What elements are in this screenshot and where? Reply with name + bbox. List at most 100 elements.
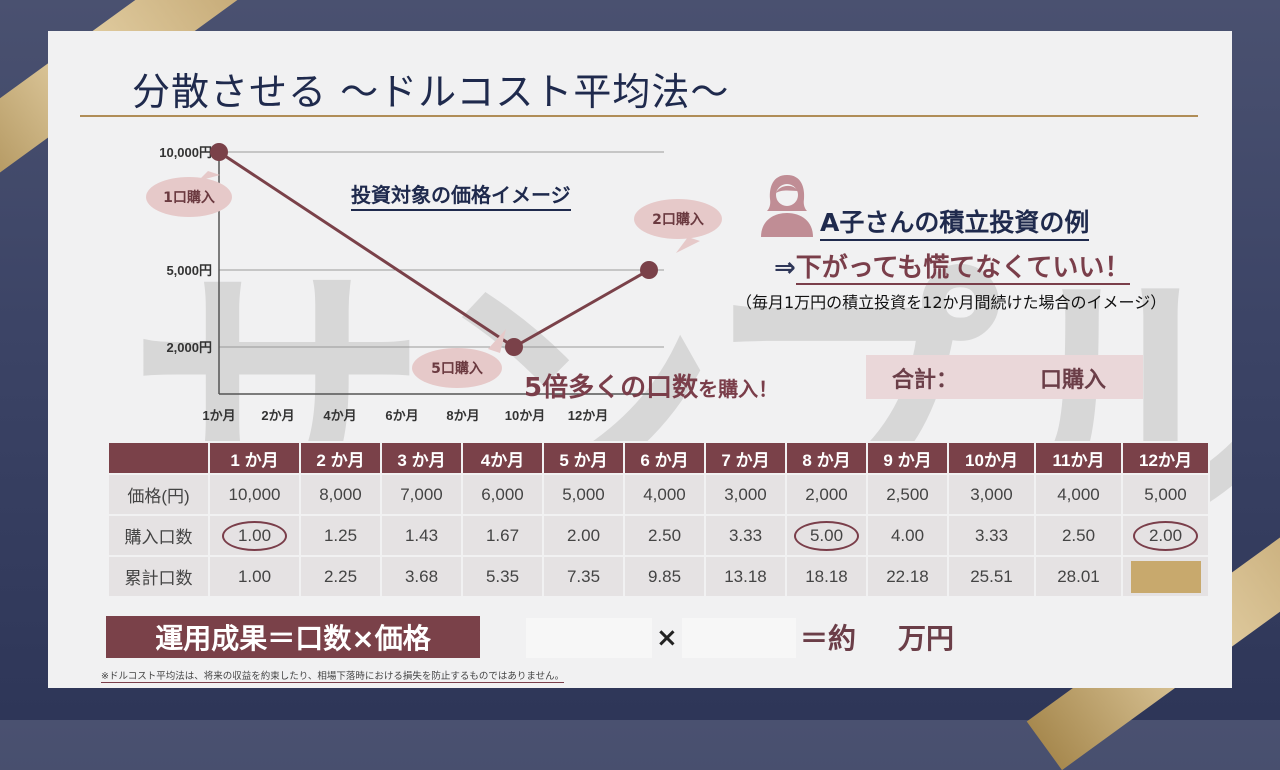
- table-cell: 1.00: [208, 555, 301, 598]
- y-tick-label: 10,000円: [159, 145, 212, 160]
- tagline-text: 下がっても慌てなくていい！: [795, 253, 1131, 285]
- answer-placeholder: [1130, 560, 1201, 593]
- arrow-icon: ⇒: [774, 253, 796, 283]
- circled-value: 1.00: [221, 520, 288, 551]
- x-tick-label: 4か月: [323, 408, 356, 423]
- bubble-1-unit: 1口購入: [146, 177, 232, 217]
- header-cell: 3 か月: [380, 441, 463, 475]
- circled-value: 2.00: [1132, 520, 1199, 551]
- table-cell: 1.43: [380, 514, 463, 557]
- header-cell: 8 か月: [785, 441, 868, 475]
- example-title: A子さんの積立投資の例: [820, 203, 1090, 241]
- table-cell: 2.00: [1121, 514, 1210, 557]
- x-tick-label: 2か月: [261, 408, 294, 423]
- header-cell: 4か月: [461, 441, 544, 475]
- table-cell: 25.51: [947, 555, 1036, 598]
- table-cell: 1.25: [299, 514, 382, 557]
- table-cell: 1.00: [208, 514, 301, 557]
- table-cell: 7.35: [542, 555, 625, 598]
- table-cell: 10,000: [208, 473, 301, 516]
- table-cell: 8,000: [299, 473, 382, 516]
- header-cell: 5 か月: [542, 441, 625, 475]
- bubble-5-units: 5口購入: [412, 348, 502, 388]
- table-header-row: 1 か月 2 か月 3 か月 4か月 5 か月 6 か月 7 か月 8 か月 9…: [107, 441, 1210, 475]
- total-label: 合計：: [892, 368, 959, 393]
- data-point: [210, 143, 228, 161]
- price-chart: 10,000円 5,000円 2,000円 1か月 2か月 4か月 6か月 8か月 10か月 1…: [159, 143, 700, 423]
- formula-label: 運用成果＝口数×価格: [106, 616, 480, 658]
- data-point: [505, 338, 523, 356]
- callout-suffix: を購入！: [698, 377, 779, 401]
- unit-man-yen: 万円: [898, 622, 955, 655]
- blank-units: [526, 618, 652, 658]
- purchase-table: 1 か月 2 か月 3 か月 4か月 5 か月 6 か月 7 か月 8 か月 9…: [107, 441, 1210, 598]
- callout-main: 5倍多くの口数: [524, 373, 699, 403]
- table-cell: [1121, 555, 1210, 598]
- table-cell: 9.85: [623, 555, 706, 598]
- table-cell: 22.18: [866, 555, 949, 598]
- header-cell: 2 か月: [299, 441, 382, 475]
- total-unit: 口購入: [1040, 368, 1107, 393]
- table-cell: 5.00: [785, 514, 868, 557]
- x-tick-label: 6か月: [385, 408, 418, 423]
- table-cell: 2.50: [623, 514, 706, 557]
- table-cell: 6,000: [461, 473, 544, 516]
- table-cell: 13.18: [704, 555, 787, 598]
- x-tick-label: 10か月: [505, 408, 545, 423]
- table-row-units: 購入口数 1.00 1.25 1.43 1.67 2.00 2.50 3.33 …: [107, 514, 1210, 557]
- x-tick-label: 8か月: [446, 408, 479, 423]
- equals-approx: ＝約: [800, 622, 857, 655]
- table-cell: 4.00: [866, 514, 949, 557]
- header-cell: 12か月: [1121, 441, 1210, 475]
- x-tick-label: 12か月: [568, 408, 608, 423]
- slide: サンプル 分散させる ～ドルコスト平均法～ 10,000円 5,000円 2,000…: [48, 31, 1232, 688]
- tagline: ⇒下がっても慌てなくていい！: [774, 247, 1131, 285]
- person-icon: [761, 175, 813, 237]
- y-tick-label: 5,000円: [166, 263, 212, 278]
- table-cell: 18.18: [785, 555, 868, 598]
- header-cell: [107, 441, 210, 475]
- table-cell: 2,500: [866, 473, 949, 516]
- header-cell: 6 か月: [623, 441, 706, 475]
- table-cell: 5.35: [461, 555, 544, 598]
- table-cell: 3,000: [704, 473, 787, 516]
- y-tick-label: 2,000円: [166, 340, 212, 355]
- table-cell: 2.00: [542, 514, 625, 557]
- table-cell: 4,000: [623, 473, 706, 516]
- table-cell: 5,000: [1121, 473, 1210, 516]
- header-cell: 1 か月: [208, 441, 301, 475]
- table-row-cumulative: 累計口数 1.00 2.25 3.68 5.35 7.35 9.85 13.18…: [107, 555, 1210, 598]
- disclaimer: ※ドルコスト平均法は、将来の収益を約束したり、相場下落時における損失を防止するも…: [101, 668, 565, 683]
- data-point: [640, 261, 658, 279]
- table-cell: 2,000: [785, 473, 868, 516]
- bubble-tail: [488, 329, 506, 353]
- row-label: 累計口数: [107, 555, 210, 598]
- callout: 5倍多くの口数を購入！: [524, 367, 778, 404]
- table-cell: 4,000: [1034, 473, 1123, 516]
- chart-caption: 投資対象の価格イメージ: [351, 179, 571, 211]
- table-cell: 7,000: [380, 473, 463, 516]
- bubble-2-units: 2口購入: [634, 199, 722, 239]
- example-note: （毎月1万円の積立投資を12か月間続けた場合のイメージ）: [736, 293, 1167, 312]
- header-cell: 10か月: [947, 441, 1036, 475]
- table-cell: 3.33: [704, 514, 787, 557]
- title-divider: [80, 115, 1198, 117]
- table-cell: 3.33: [947, 514, 1036, 557]
- blank-price: [682, 618, 796, 658]
- total-box: 合計： 口購入: [866, 355, 1143, 399]
- header-cell: 11か月: [1034, 441, 1123, 475]
- x-tick-label: 1か月: [202, 408, 235, 423]
- row-label: 購入口数: [107, 514, 210, 557]
- table-cell: 28.01: [1034, 555, 1123, 598]
- table-cell: 2.25: [299, 555, 382, 598]
- header-cell: 9 か月: [866, 441, 949, 475]
- circled-value: 5.00: [793, 520, 860, 551]
- table-cell: 2.50: [1034, 514, 1123, 557]
- page-title: 分散させる ～ドルコスト平均法～: [132, 70, 730, 114]
- table-cell: 3,000: [947, 473, 1036, 516]
- table-row-price: 価格(円) 10,000 8,000 7,000 6,000 5,000 4,0…: [107, 473, 1210, 516]
- table-cell: 1.67: [461, 514, 544, 557]
- header-cell: 7 か月: [704, 441, 787, 475]
- row-label: 価格(円): [107, 473, 210, 516]
- table-cell: 5,000: [542, 473, 625, 516]
